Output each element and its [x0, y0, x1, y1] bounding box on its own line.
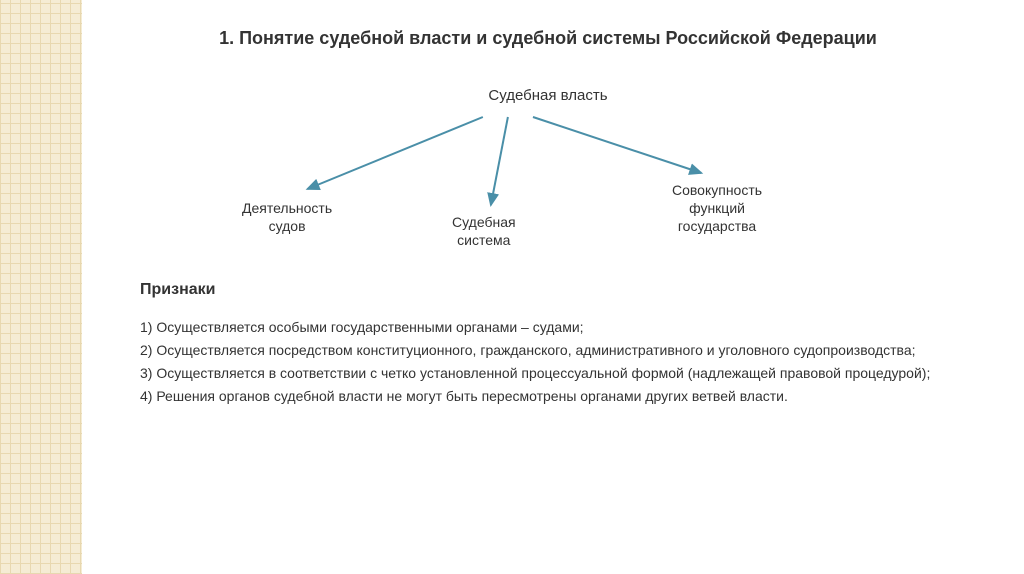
child-node-left: Деятельность судов [242, 199, 332, 235]
slide-content: 1. Понятие судебной власти и судебной си… [82, 0, 1024, 574]
child-node-right: Совокупность функций государства [672, 181, 762, 236]
child-center-text: Судебная система [452, 214, 516, 248]
child-right-text: Совокупность функций государства [672, 182, 762, 234]
hierarchy-diagram: Судебная власть Деятельность судов Судеб… [112, 87, 984, 257]
slide-title: 1. Понятие судебной власти и судебной си… [112, 28, 984, 49]
feature-item: 3) Осуществляется в соответствии с четко… [140, 363, 944, 384]
feature-item: 1) Осуществляется особыми государственны… [140, 317, 944, 338]
features-heading: Признаки [140, 281, 984, 299]
feature-item: 2) Осуществляется посредством конституци… [140, 340, 944, 361]
features-list: 1) Осуществляется особыми государственны… [140, 317, 984, 407]
child-left-line1: Деятельность судов [242, 200, 332, 234]
decorative-sidebar [0, 0, 82, 574]
feature-item: 4) Решения органов судебной власти не мо… [140, 386, 944, 407]
child-node-center: Судебная система [452, 213, 516, 249]
